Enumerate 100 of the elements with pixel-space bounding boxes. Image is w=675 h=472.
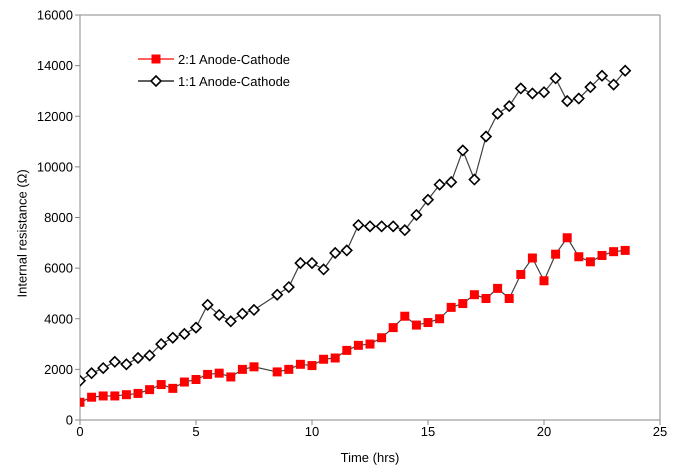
point [86, 367, 98, 379]
point [308, 361, 316, 370]
y-tick-label: 14000 [36, 58, 73, 74]
point [132, 352, 144, 364]
y-tick-label: 12000 [36, 108, 73, 124]
point [306, 257, 318, 269]
point [167, 332, 179, 344]
x-axis-title: Time (hrs) [340, 450, 400, 465]
point [226, 372, 236, 382]
y-tick-label: 16000 [36, 8, 73, 23]
point [458, 299, 468, 308]
point [504, 294, 514, 303]
x-tick-label: 5 [192, 424, 200, 440]
point [225, 315, 237, 328]
point [354, 340, 363, 350]
point [410, 209, 422, 221]
point [213, 309, 225, 321]
point [319, 354, 328, 364]
point [470, 290, 479, 300]
point [329, 247, 341, 259]
legend-label: 2:1 Anode-Cathode [178, 52, 290, 66]
point [156, 380, 166, 390]
point [598, 250, 606, 260]
point [551, 250, 560, 259]
point [145, 385, 154, 394]
point [480, 130, 492, 142]
point [203, 370, 212, 379]
point [366, 340, 374, 349]
point [248, 304, 260, 316]
y-tick-label: 4000 [44, 311, 73, 326]
point [493, 284, 502, 293]
point [503, 100, 515, 112]
point [168, 384, 178, 393]
point [561, 95, 573, 107]
point [214, 368, 224, 378]
point [400, 312, 410, 321]
point [515, 82, 527, 94]
point [399, 224, 411, 236]
point [540, 276, 548, 286]
y-tick-label: 8000 [44, 210, 73, 226]
point [294, 257, 306, 269]
point [434, 178, 446, 190]
point [122, 390, 131, 400]
point [109, 356, 121, 368]
point [250, 362, 258, 372]
x-tick-label: 0 [76, 424, 84, 440]
point [318, 264, 330, 276]
x-tick-label: 25 [652, 424, 668, 440]
point [457, 144, 469, 156]
y-axis-title: Internal resistance (Ω) [14, 169, 30, 298]
point [550, 72, 562, 84]
point [342, 346, 352, 355]
point [98, 391, 108, 400]
y-tick-label: 10000 [36, 159, 73, 174]
point [155, 338, 167, 350]
point [528, 254, 537, 262]
point [619, 64, 631, 76]
point [283, 281, 295, 293]
point [446, 302, 456, 312]
point [586, 257, 595, 266]
point [87, 392, 96, 402]
point [468, 174, 480, 186]
y-tick-label: 0 [66, 412, 73, 428]
point [412, 320, 421, 330]
point [492, 108, 504, 120]
point [271, 288, 283, 301]
y-tick-label: 2000 [44, 362, 73, 377]
point [134, 388, 142, 398]
point [516, 270, 526, 279]
point [573, 92, 585, 104]
point [192, 375, 200, 384]
point [562, 233, 572, 242]
point [435, 314, 444, 324]
point [352, 219, 364, 231]
point [620, 246, 630, 255]
point [110, 391, 120, 400]
point [482, 294, 490, 303]
point [526, 88, 538, 100]
point [180, 378, 189, 387]
x-tick-label: 15 [420, 424, 436, 440]
x-tick-label: 20 [536, 424, 552, 440]
point [178, 328, 190, 340]
point [238, 364, 247, 374]
point [609, 247, 618, 256]
point [272, 367, 282, 376]
point [97, 362, 109, 374]
point [608, 78, 620, 90]
point [236, 308, 248, 320]
point [422, 194, 434, 206]
point [445, 176, 457, 188]
point [284, 364, 294, 374]
x-tick-label: 10 [304, 424, 320, 440]
point [574, 252, 584, 262]
point [584, 81, 596, 93]
point [144, 350, 156, 362]
point [296, 360, 305, 369]
point [388, 323, 398, 332]
point [120, 358, 132, 370]
point [596, 70, 608, 82]
point [387, 220, 399, 232]
